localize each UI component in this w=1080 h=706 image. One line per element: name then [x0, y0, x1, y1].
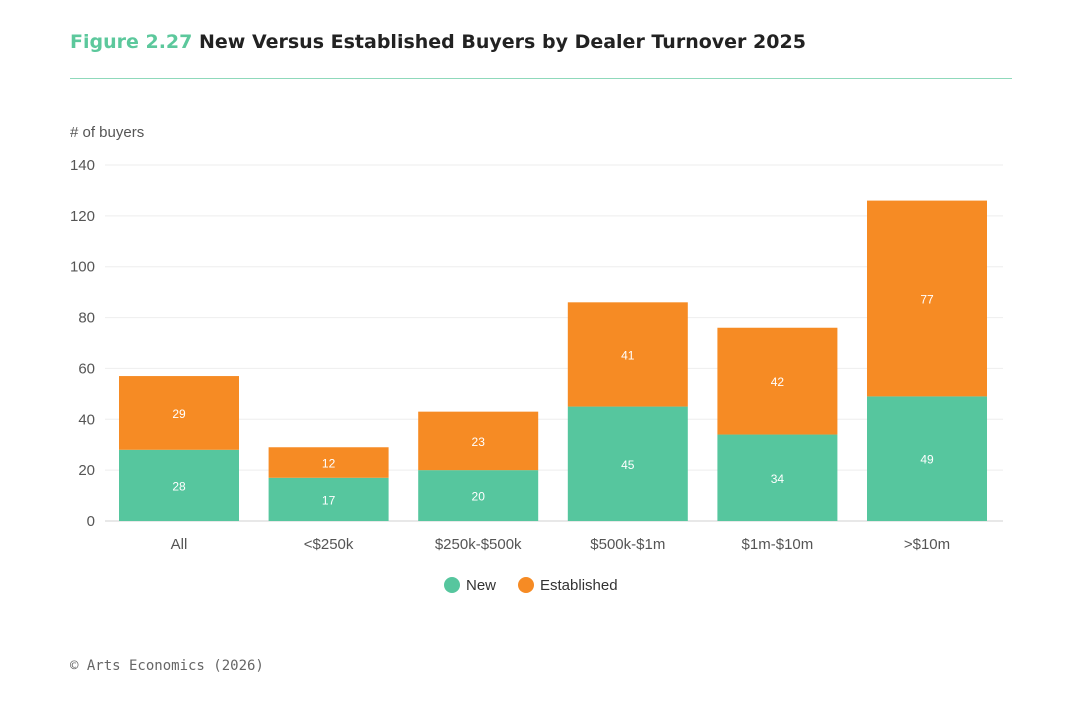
title-divider [70, 78, 1012, 79]
data-label-established: 12 [322, 457, 336, 471]
y-tick-label: 120 [70, 208, 95, 225]
bar-established-5 [867, 200, 987, 397]
legend-swatch-established [518, 577, 534, 593]
data-label-new: 20 [472, 490, 486, 504]
data-label-established: 77 [920, 293, 934, 307]
bar-new-2 [418, 470, 539, 521]
data-label-established: 42 [771, 375, 785, 389]
data-label-new: 28 [172, 479, 186, 493]
bar-new-5 [867, 396, 987, 521]
copyright-footer: © Arts Economics (2026) [70, 658, 264, 674]
data-label-established: 29 [172, 407, 186, 421]
data-label-established: 23 [472, 435, 486, 449]
y-tick-label: 60 [78, 360, 95, 377]
bar-established-3 [567, 302, 688, 407]
y-tick-label: 100 [70, 259, 95, 276]
y-tick-label: 20 [78, 462, 95, 479]
y-axis-label: # of buyers [70, 124, 144, 141]
y-tick-label: 80 [78, 310, 95, 327]
x-tick-label: <$250k [304, 536, 354, 553]
data-label-new: 34 [771, 472, 785, 486]
legend-label-new: New [466, 577, 496, 594]
data-label-new: 49 [920, 453, 934, 467]
data-label-established: 41 [621, 348, 635, 362]
chart-title: Figure 2.27 New Versus Established Buyer… [70, 31, 806, 53]
bar-established-4 [717, 327, 838, 435]
x-tick-label: $1m-$10m [742, 536, 814, 553]
x-tick-labels: All <$250k $250k-$500k $500k-$1m $1m-$10m >$1… [171, 536, 950, 553]
legend-label-established: Established [540, 577, 618, 594]
grid-layer [105, 164, 1003, 522]
data-label-new: 17 [322, 493, 336, 507]
x-tick-label: $500k-$1m [590, 536, 665, 553]
y-tick-label: 40 [78, 411, 95, 428]
bar-established-1 [268, 447, 389, 478]
y-tick-label: 140 [70, 157, 95, 174]
legend: New Established [444, 577, 618, 594]
figure-label: Figure 2.27 [70, 31, 193, 53]
data-label-new: 45 [621, 458, 635, 472]
figure-title: New Versus Established Buyers by Dealer … [199, 31, 806, 53]
y-tick-label: 0 [87, 513, 95, 530]
bar-established-2 [418, 411, 539, 471]
y-tick-labels: 0 20 40 60 80 100 120 140 [70, 157, 95, 530]
bars: 28 29 17 12 20 23 45 41 34 42 49 77 [119, 200, 987, 521]
x-tick-label: $250k-$500k [435, 536, 522, 553]
bar-established-0 [119, 376, 239, 450]
x-tick-label: >$10m [904, 536, 950, 553]
bar-new-3 [567, 406, 688, 521]
bar-new-0 [119, 449, 239, 521]
x-tick-label: All [171, 536, 188, 553]
bar-new-4 [717, 434, 838, 521]
bar-new-1 [268, 477, 389, 521]
legend-swatch-new [444, 577, 460, 593]
